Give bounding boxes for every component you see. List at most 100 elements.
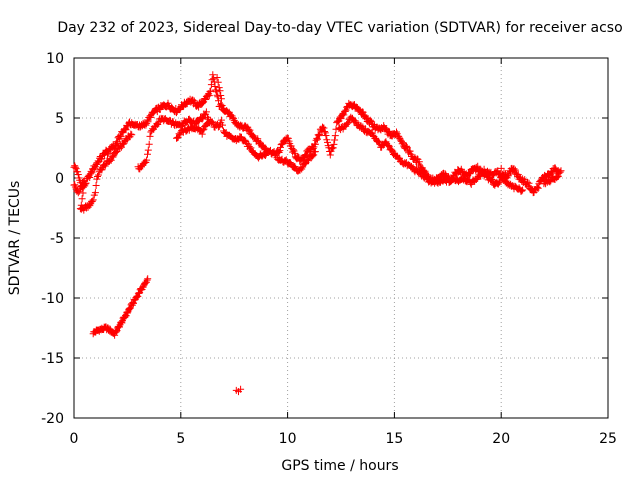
data-point xyxy=(340,111,348,119)
data-point xyxy=(148,127,156,135)
data-point xyxy=(415,158,423,166)
data-point xyxy=(342,106,350,114)
data-point xyxy=(199,114,207,122)
data-point xyxy=(320,124,328,132)
data-point xyxy=(198,130,206,138)
data-point xyxy=(467,169,475,177)
data-point xyxy=(104,149,112,157)
data-point xyxy=(88,197,96,205)
y-tick-label: -10 xyxy=(41,291,64,307)
data-point xyxy=(212,88,220,96)
data-point xyxy=(100,161,108,169)
data-point xyxy=(546,178,554,186)
data-point xyxy=(366,116,374,124)
data-point xyxy=(86,202,94,210)
data-point xyxy=(117,143,125,151)
data-point xyxy=(74,171,82,178)
data-point xyxy=(115,322,123,330)
data-point xyxy=(511,166,519,174)
data-point xyxy=(328,145,336,153)
data-point xyxy=(324,138,331,146)
data-point xyxy=(500,169,508,177)
data-point xyxy=(202,108,210,116)
data-point xyxy=(139,283,147,291)
y-tick-label: -15 xyxy=(41,351,64,367)
data-point xyxy=(218,102,226,109)
data-point xyxy=(216,87,224,95)
data-point xyxy=(138,163,145,171)
data-point xyxy=(144,150,151,158)
data-point xyxy=(214,78,222,86)
x-axis-label: GPS time / hours xyxy=(281,458,398,474)
data-point xyxy=(209,71,217,79)
data-point xyxy=(330,140,338,148)
x-tick-label: 5 xyxy=(176,431,185,447)
data-point xyxy=(310,151,318,159)
data-point xyxy=(107,156,115,164)
tick-labels: 0 5 10 15 20 25 -20 -15 -10 -5 0 5 10 xyxy=(41,51,617,447)
data-point xyxy=(524,178,531,186)
data-point xyxy=(146,132,154,140)
data-point xyxy=(147,113,155,121)
data-point xyxy=(109,153,117,161)
data-point xyxy=(287,159,295,167)
data-point xyxy=(80,181,88,189)
data-point xyxy=(311,148,319,156)
data-point xyxy=(305,157,312,165)
data-point xyxy=(217,92,225,99)
data-point xyxy=(341,107,349,115)
data-point xyxy=(123,309,131,317)
data-point xyxy=(121,313,129,321)
data-point xyxy=(393,128,400,136)
data-point xyxy=(510,165,518,173)
data-point xyxy=(276,147,284,155)
data-point xyxy=(321,128,329,135)
data-point xyxy=(322,132,330,139)
data-point xyxy=(344,119,352,127)
data-point xyxy=(173,134,180,142)
data-point xyxy=(363,114,371,122)
data-point xyxy=(143,156,151,164)
data-point xyxy=(557,167,565,175)
data-point xyxy=(106,157,113,165)
data-point xyxy=(385,142,393,150)
data-point xyxy=(331,136,339,144)
data-point xyxy=(79,189,87,197)
data-point xyxy=(315,132,323,140)
data-point xyxy=(217,116,225,124)
data-point xyxy=(466,170,474,178)
data-point xyxy=(199,126,207,134)
data-point xyxy=(92,182,100,189)
data-point xyxy=(117,318,125,326)
data-point xyxy=(246,126,254,134)
data-point xyxy=(504,172,512,180)
data-point xyxy=(89,196,97,204)
data-point xyxy=(91,189,99,197)
data-point xyxy=(262,150,270,158)
data-point xyxy=(329,144,337,152)
data-point xyxy=(474,162,482,170)
data-point xyxy=(207,87,215,95)
y-tick-label: 0 xyxy=(55,171,64,187)
data-point xyxy=(219,121,226,129)
data-point xyxy=(304,156,312,164)
data-point xyxy=(291,149,299,157)
data-point xyxy=(421,172,429,180)
y-axis-label: SDTVAR / TECUs xyxy=(7,181,23,296)
data-point xyxy=(534,184,542,192)
data-point xyxy=(72,165,80,173)
data-point xyxy=(205,92,213,100)
data-point xyxy=(122,126,130,134)
data-point xyxy=(527,185,535,192)
data-point xyxy=(215,84,223,92)
data-point xyxy=(384,141,392,149)
data-point xyxy=(417,169,425,177)
data-point xyxy=(519,186,527,194)
data-point xyxy=(525,179,533,187)
data-point xyxy=(125,305,133,313)
data-point xyxy=(155,118,163,126)
data-point xyxy=(133,293,141,301)
data-point xyxy=(98,155,106,163)
data-point xyxy=(145,140,153,148)
